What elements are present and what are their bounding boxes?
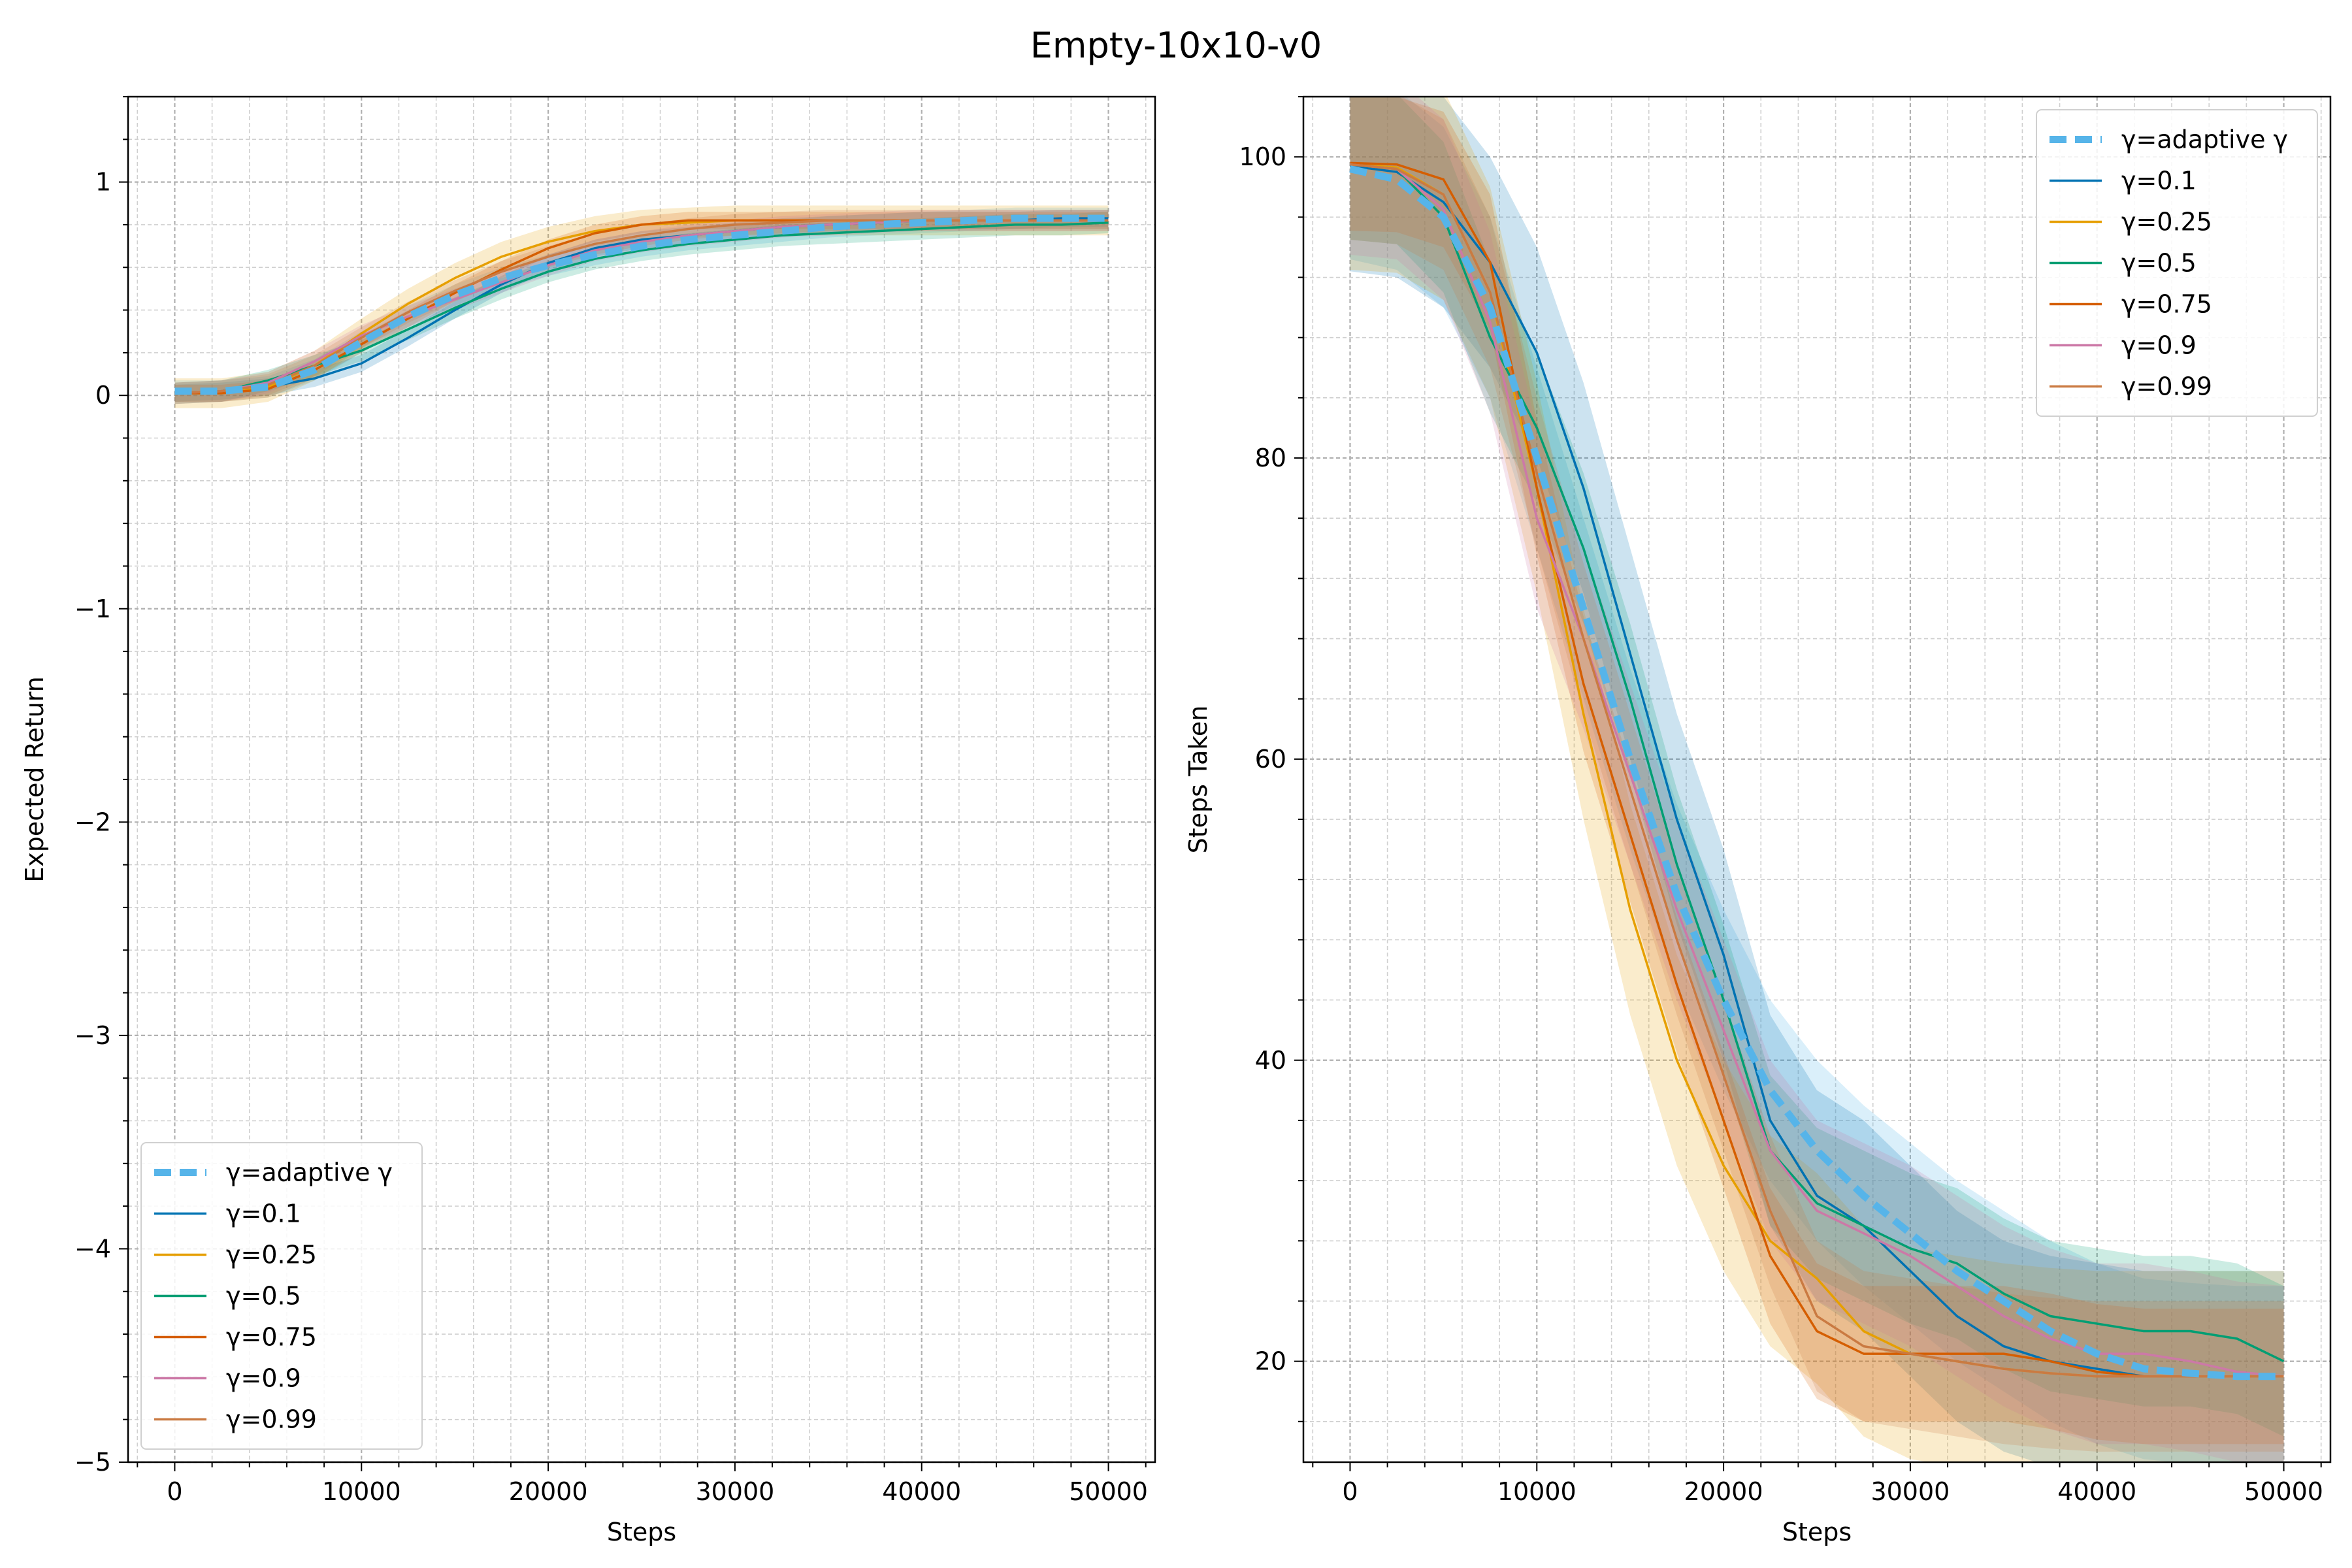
x-tick-label: 40000 (2057, 1477, 2136, 1506)
series-lines (174, 214, 1109, 395)
band-6 (1350, 97, 2284, 1452)
x-tick-label: 10000 (322, 1477, 401, 1506)
series-lines (1349, 161, 2285, 1380)
legend-label: γ=0.25 (226, 1241, 317, 1269)
legend-box (2036, 109, 2318, 417)
legend-label: γ=adaptive γ (226, 1158, 393, 1187)
series-line-adaptive (1349, 165, 2284, 1380)
series-line-5 (1350, 163, 2284, 1378)
x-tick-label: 40000 (882, 1477, 961, 1506)
band-2 (1350, 97, 2284, 1462)
x-tick-label: 0 (167, 1477, 182, 1506)
legend-label: γ=0.5 (2121, 249, 2197, 278)
x-tick-label: 10000 (1497, 1477, 1576, 1506)
series-line-4 (1350, 161, 2284, 1378)
expected-return-panel: 0 10000 20000 30000 40000 50000Steps−5−4−3−2−… (20, 95, 1156, 1546)
y-tick-label: −1 (74, 595, 111, 623)
legend-label: γ=0.1 (226, 1200, 301, 1228)
band-4 (1350, 97, 2284, 1445)
steps-taken-panel: 0 10000 20000 30000 40000 50000 Steps 20 40 60 80 1… (1184, 95, 2332, 1546)
legend-item: γ=0.9 (2050, 331, 2197, 360)
legend-item: γ=0.9 (154, 1364, 301, 1393)
x-axis: 0 10000 20000 30000 40000 50000 Steps (137, 1462, 1148, 1546)
legend-item: γ=adaptive γ (2050, 125, 2288, 154)
band-3 (1350, 97, 2284, 1437)
y-tick-label: 40 (1255, 1046, 1286, 1075)
legend-item: γ=0.99 (154, 1405, 317, 1434)
legend-item: γ=0.75 (154, 1323, 317, 1352)
x-axis: 0 10000 20000 30000 40000 50000 Steps (1312, 1462, 2323, 1546)
legend-item: γ=0.1 (2050, 167, 2197, 195)
figure-title: Empty-10x10-v0 (1030, 25, 1322, 66)
y-tick-label: −3 (74, 1021, 111, 1050)
legend-item: γ=0.99 (2050, 372, 2212, 401)
legend-item: γ=0.25 (2050, 208, 2212, 237)
y-tick-label: 1 (95, 168, 111, 197)
legend: γ=adaptive γ γ=0.1 γ=0.25 γ=0.5 γ=0.75 γ=0.9 γ… (140, 1142, 423, 1450)
y-tick-label: 100 (1239, 142, 1286, 171)
series-line-adaptive (174, 214, 1109, 395)
y-tick-label: −4 (74, 1234, 111, 1263)
y-tick-label: 80 (1255, 444, 1286, 472)
legend-label: γ=0.1 (2121, 167, 2197, 195)
y-axis: 20 40 60 80 100 Steps Taken (1184, 96, 1303, 1422)
x-tick-label: 30000 (695, 1477, 774, 1506)
legend: γ=adaptive γ γ=0.1 γ=0.25 γ=0.5 γ=0.75 γ=0.9 γ… (2036, 109, 2318, 417)
legend-item: γ=adaptive γ (154, 1158, 393, 1187)
x-axis-label: Steps (607, 1518, 676, 1546)
x-tick-label: 50000 (1069, 1477, 1148, 1506)
legend-item: γ=0.5 (154, 1282, 301, 1311)
y-axis: −5 −4 −3 −2 −1 0 1 Expected Return (20, 96, 128, 1477)
legend-box (140, 1142, 423, 1450)
band-1 (1350, 97, 2284, 1462)
legend-label: γ=0.99 (226, 1405, 317, 1434)
legend-label: γ=0.5 (226, 1282, 301, 1311)
legend-label: γ=0.9 (2121, 331, 2197, 360)
x-tick-label: 50000 (2244, 1477, 2323, 1506)
y-tick-label: 60 (1255, 745, 1286, 774)
y-axis-label: Steps Taken (1184, 706, 1213, 854)
legend-label: γ=0.9 (226, 1364, 301, 1393)
confidence-bands (1350, 97, 2284, 1462)
legend-label: γ=adaptive γ (2121, 125, 2288, 154)
legend-item: γ=0.1 (154, 1200, 301, 1228)
x-tick-label: 20000 (509, 1477, 588, 1506)
legend-item: γ=0.75 (2050, 290, 2212, 319)
x-axis-label: Steps (1782, 1518, 1852, 1546)
x-tick-label: 30000 (1870, 1477, 1950, 1506)
y-tick-label: −5 (74, 1448, 111, 1477)
y-tick-label: 20 (1255, 1347, 1286, 1376)
y-axis-label: Expected Return (20, 676, 49, 882)
legend-label: γ=0.99 (2121, 372, 2212, 401)
legend-label: γ=0.75 (2121, 290, 2212, 319)
legend-label: γ=0.75 (226, 1323, 317, 1352)
legend-item: γ=0.5 (2050, 249, 2197, 278)
band-5 (1350, 97, 2284, 1462)
axes-frame (1302, 95, 2332, 1463)
x-tick-label: 0 (1342, 1477, 1358, 1506)
y-tick-label: −2 (74, 808, 111, 836)
legend-item: γ=0.25 (154, 1241, 317, 1269)
band-0 (1350, 97, 2284, 1462)
legend-label: γ=0.25 (2121, 208, 2212, 237)
y-tick-label: 0 (95, 381, 111, 410)
series-line-6 (174, 219, 1109, 395)
x-tick-label: 20000 (1684, 1477, 1763, 1506)
